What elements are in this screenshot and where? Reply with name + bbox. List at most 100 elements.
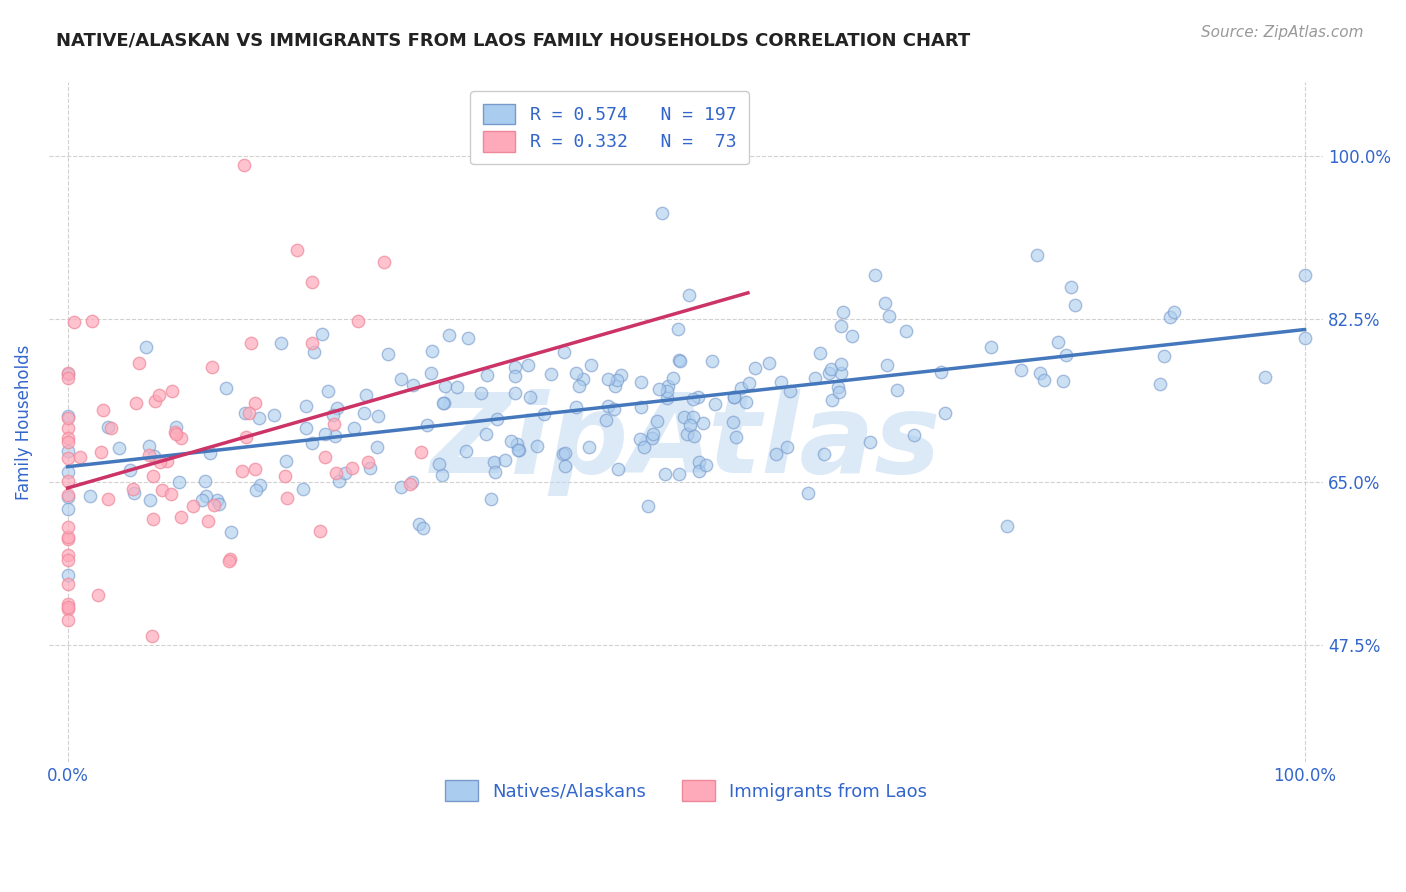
Point [1054,348,1077,362]
Point [641,431,664,445]
Point [995,519,1018,533]
Point [859,435,882,450]
Legend: Natives/Alaskans, Immigrants from Laos: Natives/Alaskans, Immigrants from Laos [433,768,939,814]
Point [247,411,270,425]
Point [876,358,898,372]
Point [610,368,633,382]
Point [357,455,380,469]
Point [142,450,165,464]
Point [877,309,900,323]
Point [205,493,228,508]
Point [1029,367,1052,381]
Point [311,326,333,341]
Point [301,335,323,350]
Point [139,492,162,507]
Point [1047,334,1070,349]
Point [328,475,350,489]
Point [579,358,602,372]
Point [107,441,129,455]
Point [56,548,79,562]
Point [148,387,170,401]
Point [56,443,79,458]
Point [412,521,434,535]
Point [668,353,690,368]
Point [276,491,298,506]
Point [287,243,309,257]
Point [830,357,852,371]
Point [56,421,79,435]
Point [628,433,651,447]
Text: Source: ZipAtlas.com: Source: ZipAtlas.com [1201,25,1364,40]
Point [695,458,717,472]
Point [377,347,399,361]
Point [56,613,79,627]
Point [648,382,671,396]
Point [263,409,285,423]
Point [595,413,617,427]
Point [1294,331,1316,345]
Point [651,206,673,220]
Point [353,405,375,419]
Point [516,358,538,372]
Point [596,399,619,413]
Point [678,288,700,302]
Point [481,491,503,506]
Point [142,512,165,526]
Point [703,396,725,410]
Point [82,314,104,328]
Point [416,417,439,432]
Point [354,388,377,402]
Point [678,417,700,432]
Point [249,478,271,492]
Point [214,381,236,395]
Point [56,597,79,611]
Point [191,493,214,508]
Point [411,445,433,459]
Point [1294,268,1316,282]
Point [96,420,118,434]
Point [193,474,215,488]
Point [673,410,696,425]
Point [231,464,253,478]
Point [56,465,79,479]
Point [270,336,292,351]
Point [156,454,179,468]
Point [1010,363,1032,377]
Point [508,442,530,457]
Point [734,395,756,409]
Point [873,296,896,310]
Point [934,406,956,420]
Point [519,390,541,404]
Point [506,437,529,451]
Point [482,455,505,469]
Point [1153,349,1175,363]
Point [830,366,852,380]
Point [474,427,496,442]
Point [56,600,79,615]
Point [56,520,79,534]
Point [56,488,79,502]
Point [437,328,460,343]
Point [198,445,221,459]
Point [162,384,184,398]
Point [389,372,412,386]
Point [606,373,628,387]
Point [683,429,706,443]
Point [686,390,709,404]
Text: NATIVE/ALASKAN VS IMMIGRANTS FROM LAOS FAMILY HOUSEHOLDS CORRELATION CHART: NATIVE/ALASKAN VS IMMIGRANTS FROM LAOS F… [56,31,970,49]
Point [128,356,150,370]
Point [56,567,79,582]
Point [568,379,591,393]
Point [323,429,346,443]
Point [630,375,652,389]
Point [314,427,336,442]
Point [245,462,267,476]
Point [163,425,186,439]
Point [56,602,79,616]
Point [170,509,193,524]
Point [470,386,492,401]
Point [420,366,443,380]
Point [402,377,425,392]
Point [655,391,678,405]
Point [779,384,801,398]
